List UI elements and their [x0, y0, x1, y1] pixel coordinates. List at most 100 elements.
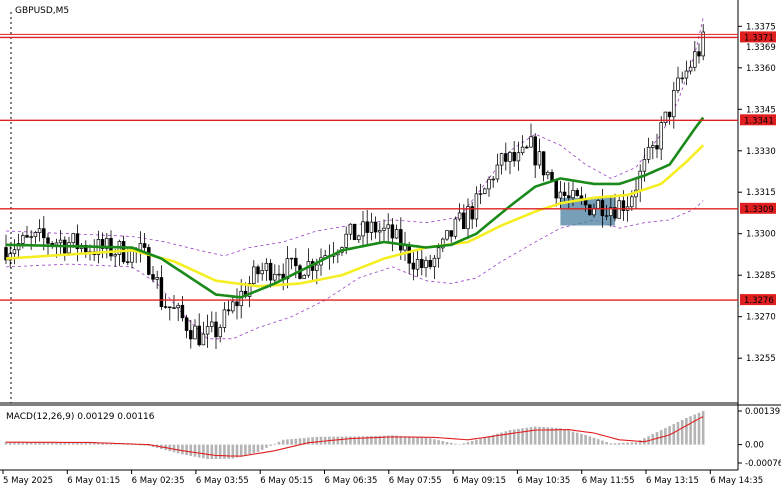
macd-histogram-bar — [525, 427, 529, 445]
macd-histogram-bar — [630, 442, 634, 445]
macd-histogram-bar — [244, 444, 247, 456]
candle — [520, 135, 525, 156]
candle-body — [294, 257, 298, 267]
macd-histogram-bar — [311, 437, 314, 445]
candle-body — [499, 153, 504, 166]
candle — [159, 265, 164, 310]
macd-histogram-bar — [365, 436, 369, 445]
candle — [222, 302, 227, 333]
candle — [373, 216, 378, 239]
candle-body — [638, 170, 642, 191]
candle-body — [680, 77, 684, 80]
candle — [361, 211, 365, 247]
macd-histogram-bar — [8, 441, 12, 445]
candle-body — [596, 200, 600, 209]
macd-histogram-bar — [466, 442, 470, 445]
candle-body — [71, 233, 75, 244]
candle-body — [588, 204, 592, 216]
macd-histogram-bar — [500, 432, 503, 445]
candle-body — [567, 195, 571, 199]
macd-histogram-bar — [483, 437, 487, 445]
candle — [588, 204, 592, 216]
candle — [508, 150, 512, 175]
macd-histogram-bar — [433, 439, 436, 445]
candle — [491, 176, 495, 188]
candle — [428, 254, 432, 270]
macd-histogram-bar — [672, 424, 676, 445]
candle-body — [373, 221, 378, 233]
candle-body — [218, 327, 222, 338]
macd-histogram-bar — [512, 429, 516, 445]
candle-body — [558, 191, 563, 199]
macd-histogram-bar — [470, 441, 474, 445]
macd-histogram-bar — [479, 438, 482, 445]
candle-body — [155, 277, 159, 280]
candle — [369, 212, 374, 241]
candle — [667, 111, 672, 125]
candle — [596, 198, 600, 209]
macd-histogram-bar — [349, 436, 352, 445]
candle-body — [575, 190, 579, 197]
candle-body — [613, 207, 617, 219]
macd-histogram-bar — [113, 444, 117, 445]
candle — [210, 311, 214, 333]
candle-body — [147, 247, 151, 275]
candle-body — [214, 321, 218, 338]
macd-histogram-bar — [517, 428, 520, 445]
macd-histogram-bar — [538, 426, 541, 445]
candle — [75, 224, 80, 262]
macd-histogram-bar — [176, 444, 180, 454]
macd-histogram-bar — [428, 438, 432, 445]
macd-histogram-bar — [277, 441, 281, 445]
candle-body — [537, 151, 542, 166]
macd-histogram-bar — [130, 444, 134, 446]
macd-tick-label: 0.00139 — [745, 407, 780, 417]
price-tick-label: 1.3315 — [746, 188, 776, 198]
macd-histogram-bar — [403, 436, 407, 445]
macd-histogram-bar — [496, 433, 499, 445]
macd-histogram-bar — [210, 444, 214, 459]
macd-histogram-bar — [88, 442, 92, 445]
macd-histogram-bar — [315, 436, 319, 445]
macd-histogram-bar — [445, 441, 449, 445]
candle — [575, 188, 579, 197]
candle-body — [302, 274, 306, 279]
candle — [357, 234, 361, 243]
candle — [147, 244, 151, 276]
time-tick-label: 6 May 01:15 — [67, 476, 120, 486]
candle — [247, 275, 252, 308]
macd-histogram-bar — [134, 444, 138, 446]
macd-histogram-bar — [491, 434, 495, 445]
candle-body — [646, 146, 651, 160]
macd-histogram-bar — [458, 444, 461, 446]
level-label-bg — [740, 31, 776, 43]
candle — [495, 153, 500, 183]
time-tick-label: 6 May 06:35 — [325, 476, 378, 486]
candle-body — [21, 235, 25, 244]
price-tick-label: 1.3345 — [746, 105, 776, 115]
candle-body — [315, 264, 319, 271]
candle-body — [411, 262, 416, 270]
candle-body — [361, 221, 365, 237]
candle — [541, 151, 546, 182]
candle-body — [512, 152, 516, 162]
macd-histogram-bar — [344, 436, 348, 445]
ma-slow-line — [5, 144, 705, 288]
candle-body — [676, 77, 680, 91]
candle — [487, 176, 491, 197]
candle-body — [449, 230, 453, 237]
candle-body — [42, 228, 46, 239]
macd-histogram-bar — [302, 438, 306, 445]
candle — [499, 152, 504, 175]
candle — [25, 225, 29, 238]
candle-body — [462, 212, 466, 230]
candle — [273, 264, 277, 285]
candle — [289, 257, 294, 270]
candle-body — [46, 237, 50, 244]
time-tick-label: 6 May 11:55 — [582, 476, 635, 486]
candle — [533, 133, 537, 178]
time-tick-label: 6 May 07:55 — [389, 476, 442, 486]
macd-label: MACD(12,26,9) 0.00129 0.00116 — [6, 412, 155, 422]
candle — [567, 182, 571, 209]
